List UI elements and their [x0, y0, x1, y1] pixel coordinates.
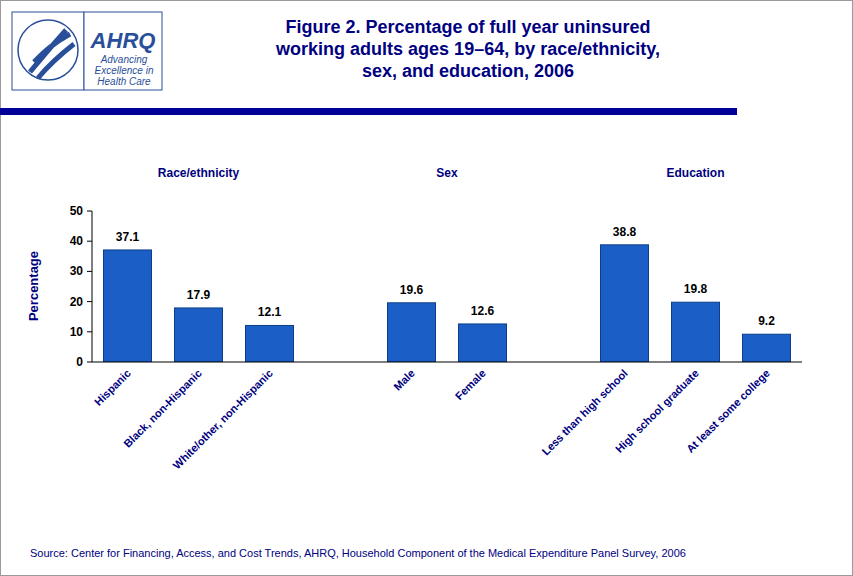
y-tick — [87, 241, 92, 242]
ahrq-logo — [84, 12, 162, 90]
data-label: 9.2 — [758, 314, 775, 328]
hhs-logo — [12, 12, 84, 90]
y-tick-label: 30 — [70, 264, 84, 278]
bar — [246, 325, 294, 362]
hhs-eagle — [30, 30, 74, 78]
data-label: 12.6 — [471, 304, 495, 318]
y-tick-label: 40 — [70, 234, 84, 248]
y-tick — [87, 271, 92, 272]
logo: AHRQAdvancingExcellence inHealth Care — [12, 12, 162, 90]
bar — [175, 308, 223, 362]
logo-name: AHRQ — [90, 28, 156, 53]
bar — [104, 250, 152, 362]
y-axis — [92, 211, 93, 362]
frame — [1, 1, 853, 576]
source: Source: Center for Financing, Access, an… — [30, 547, 686, 559]
x-tick-label: Male — [391, 367, 417, 393]
data-label: 17.9 — [187, 288, 211, 302]
data-label: 38.8 — [613, 225, 637, 239]
data-label: 12.1 — [258, 305, 282, 319]
logo-tagline: Health Care — [97, 76, 151, 87]
x-tick-label: Female — [453, 367, 488, 402]
hhs-ring — [18, 20, 78, 80]
y-tick-label: 20 — [70, 295, 84, 309]
bar — [459, 324, 507, 362]
data-label: 37.1 — [116, 230, 140, 244]
logo-tagline: Excellence in — [95, 65, 154, 76]
x-tick-label: Hispanic — [92, 367, 133, 408]
data-label: 19.6 — [400, 283, 424, 297]
title: working adults ages 19–64, by race/ethni… — [275, 39, 660, 59]
chart: AHRQAdvancingExcellence inHealth Care Fig… — [0, 0, 853, 576]
title: sex, and education, 2006 — [362, 61, 574, 81]
y-tick-label: 10 — [70, 325, 84, 339]
y-tick-label: 0 — [76, 355, 83, 369]
title-rule — [0, 108, 737, 115]
y-axis-label: Percentage — [26, 251, 41, 321]
x-axis — [92, 362, 802, 363]
x-tick-label: Black, non-Hispanic — [121, 367, 204, 450]
y-tick — [87, 211, 92, 212]
bar — [388, 303, 436, 362]
y-tick — [87, 362, 92, 363]
group-label: Sex — [436, 166, 458, 180]
x-tick-label: White/other, non-Hispanic — [170, 367, 274, 471]
data-label: 19.8 — [684, 282, 708, 296]
group-label: Race/ethnicity — [158, 166, 240, 180]
bar — [601, 245, 649, 362]
y-tick — [87, 331, 92, 332]
title: Figure 2. Percentage of full year uninsu… — [285, 17, 650, 37]
x-tick-label: At least some college — [684, 367, 772, 455]
y-tick — [87, 301, 92, 302]
y-tick-label: 50 — [70, 204, 84, 218]
logo-tagline: Advancing — [100, 54, 148, 65]
bars — [104, 245, 791, 362]
group-label: Education — [666, 166, 724, 180]
bar — [743, 334, 791, 362]
page: AHRQAdvancingExcellence inHealth Care Fig… — [0, 0, 853, 576]
bar — [672, 302, 720, 362]
